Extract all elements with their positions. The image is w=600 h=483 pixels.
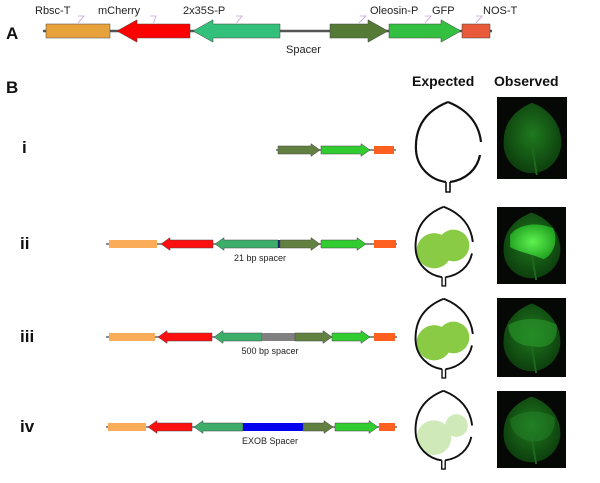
panel-b-label: B [6, 78, 18, 97]
nos-part [374, 240, 396, 248]
nos-part [374, 333, 395, 341]
mcherry-label: mCherry [98, 5, 141, 17]
observed-leaf-photo [497, 97, 567, 179]
expected-leaf [414, 297, 474, 379]
expression-spot [437, 321, 470, 354]
photo-leaf [503, 396, 561, 465]
fluorescent-patch [510, 411, 555, 442]
gfp-part [331, 330, 371, 344]
2x35s-p-label: 2x35S-P [183, 5, 225, 17]
p35s-part [193, 420, 244, 434]
expected-leaf [414, 205, 474, 287]
spacer-part [243, 423, 303, 431]
rbsc-part [109, 333, 155, 341]
leaf-outline [443, 297, 474, 371]
leaf-outline [443, 205, 474, 279]
panel-a-construct: Rbsc-T mCherry 2x35S-P Spacer Oleosin-P GFP NO… [35, 5, 518, 56]
construct-row-iii: iii 500 bp spacer [20, 297, 566, 379]
observed-leaf-photo [497, 207, 566, 284]
gfp-leader-line [424, 15, 432, 24]
expected-header: Expected [412, 73, 474, 89]
oleosin-part [302, 420, 334, 434]
nos-t-part [461, 23, 491, 39]
spacer-label: 21 bp spacer [234, 253, 286, 263]
row-label: iv [20, 417, 35, 436]
expected-leaf [414, 389, 474, 470]
leaf-outline [447, 100, 483, 184]
construct-row-i: i [22, 97, 567, 193]
rbsc-t-leader-line [77, 15, 85, 24]
observed-leaf-photo [497, 391, 566, 468]
leaf-stem [441, 369, 447, 379]
mcherry-part [116, 19, 191, 43]
photo-leaf [503, 212, 561, 281]
leaf-stem [441, 460, 446, 470]
photo-leaf [503, 102, 562, 176]
expression-spot [437, 229, 470, 262]
expected-leaf [414, 100, 483, 193]
oleosin-p-leader-line [358, 15, 367, 24]
mcherry-part [160, 237, 214, 251]
leaf-tissue [503, 396, 561, 463]
row-label: ii [20, 234, 29, 253]
fluorescent-patch [510, 224, 556, 260]
gfp-part [334, 420, 379, 434]
leaf-outline [414, 205, 445, 279]
mcherry-part [147, 420, 193, 434]
construct-row-ii: ii 21 bp spacer [20, 205, 566, 287]
leaf-outline [414, 297, 445, 371]
oleosin-part [294, 330, 333, 344]
spacer-label: EXOB Spacer [242, 436, 298, 446]
panel-a-label: A [6, 24, 18, 43]
gfp-part [388, 19, 462, 43]
rbsc-t-part [45, 23, 111, 39]
fluorescent-patch [508, 318, 557, 347]
nos-t-leader-line [475, 15, 483, 24]
spacer-part [262, 333, 295, 341]
leaf-vein [530, 252, 538, 281]
photo-leaf [503, 303, 561, 374]
leaf-stem [445, 182, 451, 193]
leaf-outline [443, 389, 474, 462]
expression-spot [416, 420, 452, 456]
leaf-vein [530, 344, 538, 374]
spacer-label: Spacer [286, 44, 321, 56]
rbsc-part [109, 240, 157, 248]
spacer-part [278, 240, 280, 248]
observed-leaf-photo [497, 298, 566, 377]
leaf-outline [414, 389, 444, 462]
oleosin-part [277, 143, 321, 157]
construct-row-iv: iv EXOB Spacer [20, 389, 566, 470]
spacer-label: 500 bp spacer [241, 346, 298, 356]
row-label: iii [20, 327, 34, 346]
2x35s-p-leader-line [236, 15, 243, 24]
nos-part [374, 146, 394, 154]
leaf-stem [441, 277, 447, 287]
gfp-part [320, 237, 367, 251]
leaf-outline [414, 100, 449, 184]
row-label: i [22, 138, 27, 157]
oleosin-part [279, 237, 321, 251]
gfp-part [320, 143, 371, 157]
2x35s-p-part [192, 19, 281, 43]
nos-part [379, 423, 395, 431]
nos-t-label: NOS-T [483, 5, 518, 17]
oleosin-p-label: Oleosin-P [370, 5, 418, 17]
rbsc-t-label: Rbsc-T [35, 5, 71, 17]
leaf-vein [531, 145, 538, 176]
observed-header: Observed [494, 73, 559, 89]
gfp-label: GFP [432, 5, 455, 17]
leaf-tissue [503, 102, 562, 174]
mcherry-leader-line [150, 15, 157, 24]
p35s-part [213, 330, 263, 344]
expression-spot [445, 414, 468, 437]
mcherry-part [157, 330, 213, 344]
rbsc-part [108, 423, 146, 431]
p35s-part [214, 237, 279, 251]
leaf-vein [530, 436, 538, 465]
oleosin-p-part [329, 19, 389, 43]
